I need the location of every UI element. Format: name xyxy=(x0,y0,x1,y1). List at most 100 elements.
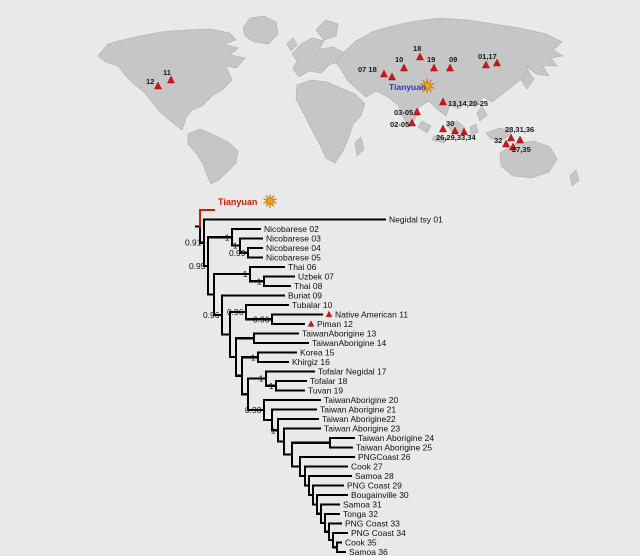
map-marker-triangle-icon xyxy=(167,75,175,84)
taxon-label: Tofalar 18 xyxy=(310,376,348,386)
support-value: 0.96 xyxy=(227,307,244,317)
map-marker-label: 02-05 xyxy=(390,120,409,129)
taxon-label: Thai 06 xyxy=(288,262,317,272)
map-marker-triangle-icon xyxy=(439,97,447,106)
map-marker-label: 27,35 xyxy=(512,145,531,154)
tianyuan-tree-label: Tianyuan xyxy=(218,197,257,207)
map-marker-label: 26,29,33,34 xyxy=(436,133,476,142)
continent xyxy=(315,19,339,41)
support-value: 1 xyxy=(271,425,276,435)
taxon-label: Negidal tsy 01 xyxy=(389,215,443,225)
taxon-label: Samoa 28 xyxy=(355,471,394,481)
map-marker-triangle-icon xyxy=(451,126,459,135)
support-value: 0.98 xyxy=(245,405,262,415)
support-value: 1 xyxy=(257,276,262,286)
map-marker-triangle-icon xyxy=(400,63,408,72)
map-marker-label: 09 xyxy=(449,55,457,64)
taxon-label: TaiwanAborigine 13 xyxy=(302,329,376,339)
map-marker-label: 30 xyxy=(446,119,454,128)
taxon-label: PNG Coast 34 xyxy=(351,528,406,538)
support-value: 0.96 xyxy=(253,314,270,324)
map-marker-label: 01,17 xyxy=(478,52,497,61)
continent xyxy=(476,105,488,122)
continent xyxy=(354,136,365,157)
taxon-label: TaiwanAborigine 20 xyxy=(324,395,398,405)
taxon-marker-triangle-icon xyxy=(325,310,333,318)
taxon-label: Thai 08 xyxy=(294,281,323,291)
taxon-label: Tubalar 10 xyxy=(292,300,333,310)
taxon-label: Buriat 09 xyxy=(288,291,322,301)
map-marker-label: 19 xyxy=(427,55,435,64)
taxon-label: Samoa 31 xyxy=(343,500,382,510)
continent xyxy=(569,169,580,187)
map-marker-triangle-icon xyxy=(509,142,517,151)
taxon-label: Nicobarese 04 xyxy=(266,243,321,253)
taxon-label: PNG Coast 33 xyxy=(345,519,400,529)
map-marker-label: 11 xyxy=(163,68,171,77)
taxon-label: Khirgiz 16 xyxy=(292,357,330,367)
map-marker-label: 03-05 xyxy=(394,108,413,117)
taxon-label: Taiwan Aborigine 25 xyxy=(356,443,432,453)
taxon-label: TaiwanAborigine 14 xyxy=(312,338,386,348)
taxon-label: PNG Coast 29 xyxy=(347,481,402,491)
map-marker-triangle-icon xyxy=(416,52,424,61)
continent xyxy=(485,127,513,140)
taxon-label: Tofalar Negidal 17 xyxy=(318,367,387,377)
map-marker-label: 28,31,36 xyxy=(505,125,534,134)
support-value: 1 xyxy=(259,374,264,384)
map-marker-triangle-icon xyxy=(413,107,421,116)
map-marker-triangle-icon xyxy=(439,124,447,133)
taxon-label: Tuvan 19 xyxy=(308,386,343,396)
support-value: 0.96 xyxy=(203,310,220,320)
taxon-marker-triangle-icon xyxy=(307,320,315,327)
map-marker-label: 13,14,20-25 xyxy=(448,99,488,108)
taxon-label: Cook 27 xyxy=(351,462,383,472)
tianyuan-map-label: Tianyuan xyxy=(389,82,426,92)
map-marker-label: 10 xyxy=(395,55,403,64)
map-marker-triangle-icon xyxy=(380,69,388,78)
taxon-label: Taiwan Aborigine 21 xyxy=(320,405,396,415)
map-marker-triangle-icon xyxy=(388,72,396,81)
continent xyxy=(417,120,432,134)
taxon-label: Uzbek 07 xyxy=(298,272,334,282)
taxon-label: Taiwan Aborigine22 xyxy=(322,414,396,424)
tianyuan-sun-icon xyxy=(419,78,435,94)
taxon-label: Korea 15 xyxy=(300,348,335,358)
map-marker-triangle-icon xyxy=(507,133,515,142)
support-value: 0.91 xyxy=(185,238,202,248)
map-marker-triangle-icon xyxy=(516,135,524,144)
map-marker-triangle-icon xyxy=(460,127,468,136)
taxon-label: Nicobarese 05 xyxy=(266,253,321,263)
taxon-label: PNGCoast 26 xyxy=(358,452,411,462)
map-marker-triangle-icon xyxy=(430,63,438,72)
continent xyxy=(295,79,366,164)
support-value: 1 xyxy=(233,241,238,251)
taxon-label: Nicobarese 03 xyxy=(266,234,321,244)
map-marker-label: 12 xyxy=(146,77,154,86)
support-value: 0.99 xyxy=(229,248,246,258)
support-value: 0.95 xyxy=(189,261,206,271)
map-marker-triangle-icon xyxy=(493,58,501,67)
taxon-label: Taiwan Aborigine 24 xyxy=(358,433,434,443)
support-value: 1 xyxy=(269,381,274,391)
continent xyxy=(499,140,558,179)
map-marker-label: 18 xyxy=(413,44,421,53)
continent xyxy=(469,123,479,137)
support-value: 1 xyxy=(243,269,248,279)
map-marker-label: 32 xyxy=(494,136,502,145)
continent xyxy=(431,135,449,144)
taxon-label: Tonga 32 xyxy=(343,509,378,519)
taxon-label: Samoa 36 xyxy=(349,547,388,556)
continent xyxy=(291,37,346,78)
map-marker-triangle-icon xyxy=(446,63,454,72)
continent xyxy=(335,17,564,128)
taxon-label: Taiwan Aborigine 23 xyxy=(324,424,400,434)
tianyuan-sun-icon xyxy=(263,193,277,209)
taxon-label: Cook 35 xyxy=(345,538,377,548)
map-marker-triangle-icon xyxy=(408,118,416,127)
taxon-label: Bougainville 30 xyxy=(351,490,409,500)
support-value: 1 xyxy=(251,352,256,362)
map-marker-triangle-icon xyxy=(482,60,490,69)
